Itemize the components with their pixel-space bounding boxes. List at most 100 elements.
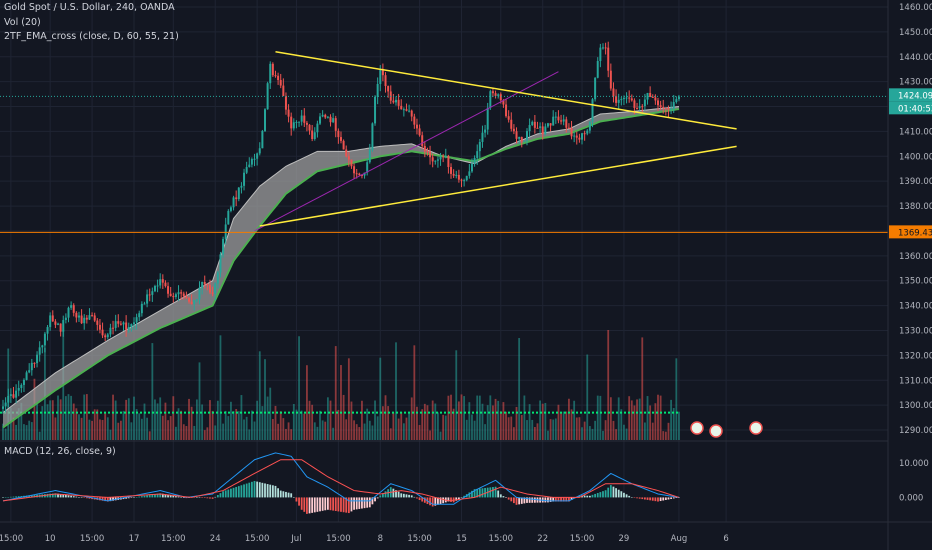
- candle[interactable]: [282, 78, 285, 97]
- candle[interactable]: [596, 57, 599, 79]
- candle[interactable]: [80, 309, 83, 324]
- candle[interactable]: [156, 279, 159, 293]
- candle[interactable]: [130, 323, 133, 332]
- candle[interactable]: [413, 113, 416, 129]
- candle[interactable]: [455, 170, 458, 179]
- candle[interactable]: [560, 114, 563, 125]
- candle[interactable]: [546, 122, 549, 128]
- candle[interactable]: [615, 89, 618, 107]
- candle[interactable]: [125, 315, 128, 337]
- candle[interactable]: [91, 312, 94, 317]
- symbol-title[interactable]: Gold Spot / U.S. Dollar, 240, OANDA: [4, 2, 175, 13]
- candle[interactable]: [494, 90, 497, 99]
- candle[interactable]: [567, 123, 570, 129]
- candle[interactable]: [256, 152, 259, 166]
- candle[interactable]: [447, 154, 450, 174]
- candle[interactable]: [374, 95, 377, 126]
- candle[interactable]: [266, 81, 269, 110]
- candle[interactable]: [450, 163, 453, 179]
- candle[interactable]: [264, 108, 266, 133]
- candle[interactable]: [452, 169, 455, 178]
- candle[interactable]: [70, 301, 73, 310]
- candle[interactable]: [308, 124, 311, 135]
- candle[interactable]: [127, 322, 130, 333]
- candle[interactable]: [664, 107, 667, 116]
- candle[interactable]: [536, 121, 539, 129]
- candle[interactable]: [371, 122, 374, 152]
- candle[interactable]: [98, 318, 101, 334]
- candle[interactable]: [185, 291, 188, 300]
- candle[interactable]: [426, 147, 429, 156]
- candle[interactable]: [609, 63, 612, 91]
- candle[interactable]: [654, 94, 657, 105]
- candle[interactable]: [594, 77, 597, 102]
- candle[interactable]: [222, 236, 225, 258]
- candle[interactable]: [172, 292, 175, 303]
- candle[interactable]: [72, 303, 75, 317]
- candle[interactable]: [146, 289, 149, 308]
- candle[interactable]: [7, 388, 10, 408]
- candle[interactable]: [180, 289, 183, 300]
- candle[interactable]: [119, 321, 122, 326]
- candle[interactable]: [51, 310, 54, 322]
- candle[interactable]: [214, 282, 217, 301]
- candle[interactable]: [588, 121, 591, 134]
- candle[interactable]: [269, 61, 272, 89]
- candle[interactable]: [25, 370, 28, 381]
- candle[interactable]: [489, 89, 492, 110]
- candle[interactable]: [491, 88, 494, 98]
- candle[interactable]: [418, 124, 421, 137]
- candle[interactable]: [229, 205, 232, 213]
- candle[interactable]: [628, 90, 631, 103]
- candle[interactable]: [164, 280, 167, 288]
- candle[interactable]: [358, 172, 361, 176]
- candle[interactable]: [649, 86, 652, 98]
- candle[interactable]: [277, 72, 280, 85]
- candle[interactable]: [22, 378, 25, 393]
- candle[interactable]: [630, 94, 633, 102]
- candle[interactable]: [211, 286, 214, 297]
- candle[interactable]: [159, 273, 162, 289]
- candle[interactable]: [366, 159, 369, 176]
- candle[interactable]: [436, 156, 439, 168]
- candle[interactable]: [174, 292, 177, 300]
- candle[interactable]: [622, 95, 625, 106]
- candle[interactable]: [528, 118, 531, 137]
- candle[interactable]: [353, 163, 356, 179]
- candle[interactable]: [49, 312, 52, 331]
- candle[interactable]: [4, 397, 7, 413]
- candle[interactable]: [303, 108, 306, 128]
- candle[interactable]: [96, 318, 99, 331]
- candle[interactable]: [507, 110, 510, 123]
- candle[interactable]: [57, 322, 60, 326]
- candle[interactable]: [581, 132, 584, 145]
- candle[interactable]: [15, 384, 18, 404]
- candle[interactable]: [295, 120, 298, 129]
- candle[interactable]: [329, 114, 332, 127]
- candle[interactable]: [583, 130, 586, 141]
- candle[interactable]: [232, 195, 235, 211]
- candle[interactable]: [395, 96, 397, 106]
- candle[interactable]: [93, 312, 96, 323]
- candle[interactable]: [670, 101, 673, 115]
- candle[interactable]: [345, 145, 348, 158]
- candle[interactable]: [201, 281, 204, 295]
- candle[interactable]: [481, 125, 484, 148]
- candle[interactable]: [274, 70, 277, 78]
- candle[interactable]: [30, 358, 33, 376]
- volume-legend[interactable]: Vol (20): [4, 17, 41, 28]
- candle[interactable]: [518, 136, 521, 145]
- candle[interactable]: [224, 217, 227, 245]
- candle[interactable]: [510, 112, 513, 132]
- candle[interactable]: [12, 386, 15, 399]
- candle[interactable]: [562, 114, 565, 126]
- candle[interactable]: [38, 341, 41, 362]
- candle[interactable]: [216, 271, 219, 289]
- candle[interactable]: [235, 190, 238, 207]
- candle[interactable]: [316, 120, 319, 138]
- candle[interactable]: [334, 115, 337, 138]
- candle[interactable]: [237, 186, 240, 202]
- candle[interactable]: [554, 112, 557, 124]
- candle[interactable]: [36, 351, 39, 368]
